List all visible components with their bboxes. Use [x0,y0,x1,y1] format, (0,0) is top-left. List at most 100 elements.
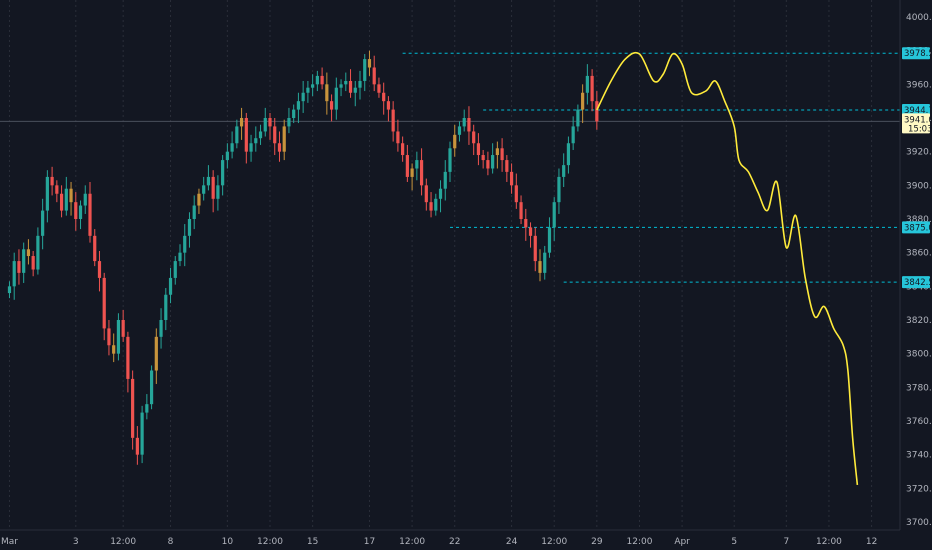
candle-body [491,155,495,169]
price-tick-label: 3720.00 [906,484,932,494]
candle-body [315,75,319,85]
level-price-tag [902,47,930,60]
candle-body [396,131,400,144]
candle-body [495,148,499,156]
time-tick-label: Apr [674,537,690,547]
time-tick-label: Mar [1,537,18,547]
candle-body [102,277,106,329]
candle-body [519,202,523,219]
candle-body [282,126,286,152]
time-tick-label: 15 [307,537,318,547]
time-tick-label: 24 [506,537,518,547]
candle-body [585,75,589,93]
candle-body [581,92,585,110]
candle-body [424,185,428,203]
candle-body [296,101,301,110]
candle-body [206,176,211,186]
candle-body [348,80,353,93]
candle-body [552,202,556,228]
candle-body [12,261,16,287]
candlesticks [7,50,599,465]
candle-body [533,235,537,262]
time-tick-label: 17 [364,537,375,547]
candle-body [391,109,395,132]
candle-body [415,160,419,169]
candle-body [509,171,514,186]
price-tick-label: 3960.00 [906,80,932,90]
candle-body [344,80,348,85]
candle-body [202,185,206,194]
candle-body [230,143,234,152]
candle-body [159,320,163,337]
candle-body [83,193,87,206]
candle-body [93,235,97,262]
candle-body [325,84,329,102]
candle-body [216,185,220,199]
candle-body [566,143,571,166]
candle-body [116,320,121,354]
candle-body [112,345,116,354]
candle-body [187,219,192,236]
candle-body [273,126,277,144]
candle-body [486,160,490,169]
candle-body [557,176,561,203]
time-tick-label: 12:00 [541,537,567,547]
price-tick-label: 3800.00 [906,350,932,360]
candle-body [173,261,177,278]
time-tick-label: 12:00 [816,537,842,547]
candle-body [254,138,258,144]
candle-body [225,151,229,161]
candle-body [363,59,367,81]
time-tick-label: 12:00 [627,537,653,547]
candle-body [55,185,59,194]
candle-body [178,252,182,262]
candle-body [287,118,291,127]
candle-body [372,67,376,85]
price-tick-label: 3740.00 [906,451,932,461]
candle-body [339,84,343,88]
candle-body [126,336,130,379]
candle-body [514,185,518,203]
time-tick-label: 12:00 [257,537,283,547]
candle-body [462,118,466,127]
candle-body [382,92,386,102]
candle-body [154,336,158,371]
candle-body [258,131,263,139]
candle-body [140,412,144,455]
candle-body [467,118,471,132]
candle-body [244,118,248,152]
current-price-tag [902,113,930,134]
candle-body [239,118,244,127]
candle-body [45,176,49,211]
projection-line[interactable] [596,51,859,486]
candle-body [562,165,566,177]
price-tick-label: 3760.00 [906,417,932,427]
time-tick-label: 29 [591,537,603,547]
candle-body [543,252,547,273]
candle-body [481,155,485,161]
candle-body [168,277,173,295]
candle-body [36,235,40,270]
price-tick-label: 3900.00 [906,181,932,191]
candle-body [41,210,45,236]
candle-body [192,205,196,219]
price-tick-label: 3880.00 [906,215,932,225]
candle-body [69,188,73,203]
projection-path [596,51,859,486]
candle-body [88,193,92,236]
candle-body [547,227,552,253]
candle-body [472,131,476,144]
candle-body [277,143,282,152]
candle-body [74,202,78,219]
candle-body [64,188,68,211]
price-tick-label: 3780.00 [906,383,932,393]
candle-body [410,168,414,177]
time-axis[interactable]: Mar 3 12:00 8 10 12:00 15 17 12:00 22 24 12:00 29 12:… [1,537,877,547]
level-price-label: 3978.50 [904,49,932,59]
candle-body [235,126,239,144]
price-tick-label: 4000.00 [906,13,932,23]
candle-body [505,160,509,172]
candle-body [211,176,215,199]
